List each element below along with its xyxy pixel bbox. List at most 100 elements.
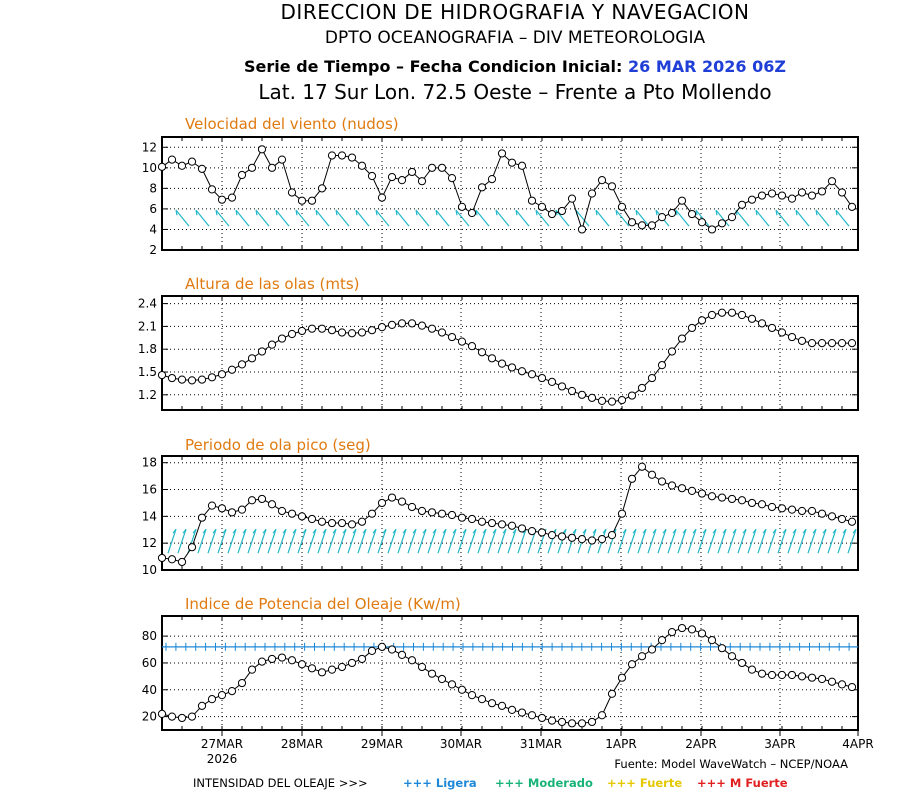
swell-arrow-head (252, 528, 257, 534)
data-point (617, 509, 627, 518)
data-point (377, 642, 387, 651)
swell-arrow-head (782, 528, 787, 534)
data-point (597, 535, 607, 544)
swell-arrow-head (442, 528, 447, 534)
data-point (537, 713, 547, 723)
data-point (327, 151, 337, 160)
data-point (617, 396, 627, 405)
data-point (697, 629, 707, 638)
swell-arrow-head (582, 528, 587, 534)
wind-arrow (255, 209, 270, 227)
swell-arrow-head (302, 528, 307, 534)
data-point (537, 373, 547, 383)
wind-arrow (595, 209, 610, 227)
swell-arrow-head (352, 528, 357, 534)
data-point (667, 347, 677, 356)
swell-arrow-head (642, 528, 647, 534)
data-point (677, 334, 687, 343)
swell-arrow-head (722, 528, 727, 534)
y-tick-label: 8 (149, 181, 157, 195)
data-point (227, 365, 237, 374)
data-point (227, 193, 237, 202)
wind-arrow (775, 209, 790, 227)
data-point (437, 674, 447, 684)
location-line: Lat. 17 Sur Lon. 72.5 Oeste – Frente a P… (258, 80, 772, 104)
data-point (557, 717, 567, 727)
data-point (527, 711, 537, 720)
swell-arrow (767, 528, 777, 554)
swell-arrow-head (202, 528, 207, 534)
data-point (687, 486, 697, 495)
data-point (347, 153, 357, 162)
swell-arrow (377, 528, 387, 554)
data-point (637, 221, 647, 230)
data-point (707, 492, 717, 501)
data-point (207, 373, 217, 382)
swell-arrow-head (592, 528, 597, 534)
swell-arrow (657, 528, 667, 554)
data-point (287, 509, 297, 518)
data-point (377, 498, 387, 508)
data-point (267, 654, 277, 664)
data-point (737, 496, 747, 505)
data-point (417, 321, 427, 330)
swell-arrow (357, 528, 367, 554)
data-point (487, 699, 497, 708)
data-point (647, 373, 657, 383)
data-point (487, 354, 497, 363)
swell-arrow-head (472, 528, 477, 534)
data-point (847, 202, 857, 211)
data-point (537, 202, 547, 211)
swell-arrow-head (242, 528, 247, 534)
swell-arrow (747, 528, 757, 554)
data-point (787, 194, 797, 203)
y-tick-label: 6 (149, 202, 157, 216)
data-point (317, 324, 327, 333)
data-point (637, 462, 647, 471)
wind-arrow (755, 209, 770, 227)
data-point (167, 373, 177, 383)
data-point (827, 339, 837, 348)
legend-fuerte: +++ Fuerte (607, 776, 682, 790)
data-point (547, 531, 557, 540)
data-point (727, 494, 737, 504)
data-point (277, 155, 287, 164)
legend-mfuerte: +++ M Fuerte (697, 776, 788, 790)
data-point (807, 191, 817, 200)
data-point (737, 658, 747, 668)
swell-arrow (627, 528, 637, 554)
data-point (467, 514, 477, 524)
panel-frame (161, 136, 859, 251)
data-point (247, 665, 257, 674)
swell-arrow-head (802, 528, 807, 534)
swell-arrow-head (822, 528, 827, 534)
wind-arrow (835, 209, 850, 227)
data-point (357, 161, 367, 170)
x-tick-label: 28MAR (281, 737, 323, 751)
swell-arrow-head (232, 528, 237, 534)
data-point (827, 177, 837, 186)
swell-arrow (697, 528, 707, 554)
data-point (817, 674, 827, 684)
swell-arrow (497, 528, 507, 554)
data-point (387, 493, 397, 502)
swell-arrow (817, 528, 827, 554)
data-point (437, 509, 447, 518)
swell-arrow (307, 528, 317, 554)
data-point (627, 660, 637, 669)
swell-arrow-head (652, 528, 657, 534)
data-point (667, 627, 677, 637)
wind-arrow-head (675, 210, 678, 216)
data-point (197, 701, 207, 710)
panel-frame (161, 615, 859, 731)
data-point (457, 513, 467, 522)
data-point (337, 151, 347, 160)
swell-arrow-head (392, 528, 397, 534)
data-point (687, 209, 697, 219)
wind-arrow (575, 209, 590, 227)
data-point (387, 320, 397, 329)
swell-arrow (647, 528, 657, 554)
data-point (757, 191, 767, 200)
swell-arrow-head (842, 528, 847, 534)
y-tick-label: 16 (142, 483, 157, 497)
